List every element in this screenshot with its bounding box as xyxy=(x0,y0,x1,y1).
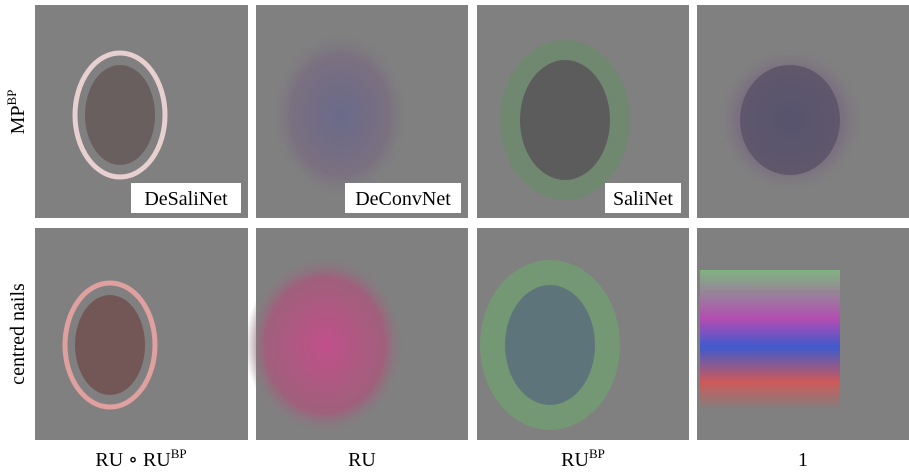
column-label-sup: BP xyxy=(589,446,605,461)
trilobite xyxy=(505,285,595,405)
row-1: DeSaliNet DeConvNet SaliNet xyxy=(35,5,909,218)
column-label-text: 1 xyxy=(798,449,808,471)
pattern xyxy=(700,270,840,410)
row-label: centred nails xyxy=(7,283,29,385)
panel-label: SaliNet xyxy=(613,188,673,210)
panel-label: DeSaliNet xyxy=(144,188,228,210)
row-label-text: centred nails xyxy=(7,283,29,385)
column-label: RU xyxy=(348,449,376,471)
trilobite xyxy=(270,30,410,200)
trilobite xyxy=(75,295,145,395)
pattern xyxy=(740,65,840,175)
column-label-text: RU ∘ RU xyxy=(95,449,171,471)
column-label-sup: BP xyxy=(171,446,187,461)
pattern xyxy=(245,255,405,435)
column-label: RU ∘ RUBP xyxy=(95,446,186,471)
column-label: 1 xyxy=(798,449,808,471)
row-2 xyxy=(35,228,909,440)
figure: DeSaliNet DeConvNet SaliNet MPBP centred… xyxy=(0,0,909,472)
panel-label: DeConvNet xyxy=(355,188,451,210)
column-label-text: RU xyxy=(561,449,589,471)
row-label-text: MP xyxy=(7,106,29,135)
column-label-text: RU xyxy=(348,449,376,471)
trilobite xyxy=(520,60,610,180)
column-label: RUBP xyxy=(561,446,605,471)
row-label-sup: BP xyxy=(4,90,19,106)
trilobite xyxy=(85,65,155,165)
row-label: MPBP xyxy=(4,90,29,135)
